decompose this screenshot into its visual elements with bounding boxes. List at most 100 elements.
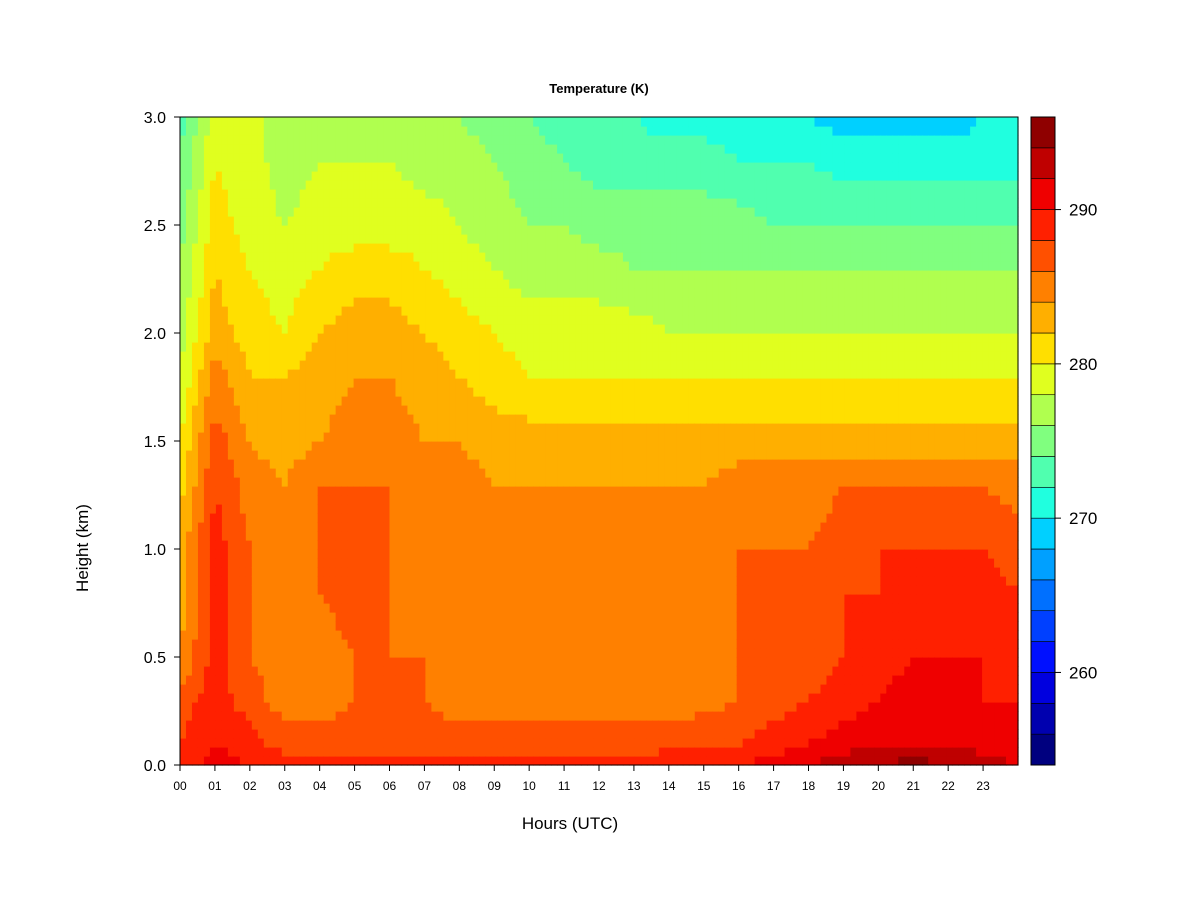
heatmap-cell xyxy=(449,594,456,604)
heatmap-cell xyxy=(221,738,229,748)
heatmap-cell xyxy=(557,522,564,532)
heatmap-cell xyxy=(323,639,331,649)
heatmap-cell xyxy=(539,585,546,595)
heatmap-cell xyxy=(509,144,516,154)
heatmap-cell xyxy=(245,288,253,298)
heatmap-cell xyxy=(371,306,379,316)
heatmap-cell xyxy=(293,432,301,442)
heatmap-cell xyxy=(245,738,253,748)
heatmap-cell xyxy=(227,675,235,685)
heatmap-cell xyxy=(263,540,271,550)
heatmap-cell xyxy=(305,432,313,442)
heatmap-cell xyxy=(497,252,504,262)
heatmap-cell xyxy=(251,450,259,460)
heatmap-cell xyxy=(293,603,301,613)
heatmap-cell xyxy=(533,522,540,532)
heatmap-cell xyxy=(497,369,504,379)
heatmap-cell xyxy=(551,540,558,550)
heatmap-cell xyxy=(245,603,253,613)
heatmap-cell xyxy=(491,585,498,595)
heatmap-cell xyxy=(293,306,301,316)
heatmap-cell xyxy=(371,423,379,433)
heatmap-cell xyxy=(419,378,427,388)
heatmap-cell xyxy=(239,522,247,532)
heatmap-cell xyxy=(461,207,468,217)
heatmap-cell xyxy=(269,234,277,244)
heatmap-cell xyxy=(287,576,295,586)
heatmap-cell xyxy=(479,576,486,586)
heatmap-cell xyxy=(569,594,576,604)
heatmap-cell xyxy=(191,405,199,415)
heatmap-cell xyxy=(341,558,349,568)
heatmap-cell xyxy=(215,675,223,685)
heatmap-cell xyxy=(347,711,355,721)
heatmap-cell xyxy=(317,360,325,370)
heatmap-cell xyxy=(305,720,313,730)
heatmap-cell xyxy=(503,351,510,361)
heatmap-cell xyxy=(521,261,528,271)
heatmap-cell xyxy=(180,441,187,451)
heatmap-cell xyxy=(539,720,546,730)
heatmap-cell xyxy=(275,621,283,631)
heatmap-cell xyxy=(191,450,199,460)
heatmap-cell xyxy=(239,756,247,766)
heatmap-cell xyxy=(347,684,355,694)
heatmap-cell xyxy=(563,504,570,514)
heatmap-cell xyxy=(227,459,235,469)
heatmap-cell xyxy=(383,297,391,307)
heatmap-cell xyxy=(539,180,546,190)
heatmap-cell xyxy=(377,405,385,415)
heatmap-cell xyxy=(527,513,534,523)
heatmap-cell xyxy=(461,594,468,604)
heatmap-cell xyxy=(593,711,600,721)
heatmap-cell xyxy=(479,621,486,631)
heatmap-cell xyxy=(551,369,558,379)
heatmap-cell xyxy=(479,234,486,244)
heatmap-cell xyxy=(263,504,271,514)
heatmap-cell xyxy=(233,693,241,703)
heatmap-cell xyxy=(455,504,462,514)
heatmap-cell xyxy=(467,693,474,703)
heatmap-cell xyxy=(197,594,205,604)
heatmap-cell xyxy=(587,450,594,460)
heatmap-cell xyxy=(413,315,421,325)
heatmap-cell xyxy=(473,342,480,352)
heatmap-cell xyxy=(353,702,361,712)
heatmap-cell xyxy=(257,135,265,145)
heatmap-cell xyxy=(335,495,343,505)
heatmap-cell xyxy=(191,756,199,766)
heatmap-cell xyxy=(191,369,199,379)
heatmap-cell xyxy=(329,594,337,604)
heatmap-cell xyxy=(563,360,570,370)
heatmap-cell xyxy=(455,585,462,595)
heatmap-cell xyxy=(239,729,247,739)
heatmap-cell xyxy=(311,387,319,397)
heatmap-cell xyxy=(485,360,492,370)
heatmap-cell xyxy=(317,162,325,172)
heatmap-cell xyxy=(347,666,355,676)
heatmap-cell xyxy=(563,576,570,586)
heatmap-cell xyxy=(383,648,391,658)
heatmap-cell xyxy=(233,630,241,640)
heatmap-cell xyxy=(180,144,187,154)
heatmap-cell xyxy=(413,567,421,577)
heatmap-cell xyxy=(341,252,349,262)
heatmap-cell xyxy=(575,477,582,487)
heatmap-cell xyxy=(413,243,421,253)
heatmap-cell xyxy=(251,261,259,271)
heatmap-cell xyxy=(197,504,205,514)
heatmap-cell xyxy=(275,126,283,136)
heatmap-cell xyxy=(461,180,468,190)
heatmap-cell xyxy=(341,387,349,397)
heatmap-cell xyxy=(455,513,462,523)
heatmap-cell xyxy=(443,675,450,685)
heatmap-cell xyxy=(221,720,229,730)
heatmap-cell xyxy=(479,243,486,253)
heatmap-cell xyxy=(563,567,570,577)
heatmap-cell xyxy=(263,477,271,487)
heatmap-cell xyxy=(473,603,480,613)
heatmap-cell xyxy=(413,405,421,415)
heatmap-cell xyxy=(497,522,504,532)
heatmap-cell xyxy=(311,531,319,541)
heatmap-cell xyxy=(365,522,373,532)
